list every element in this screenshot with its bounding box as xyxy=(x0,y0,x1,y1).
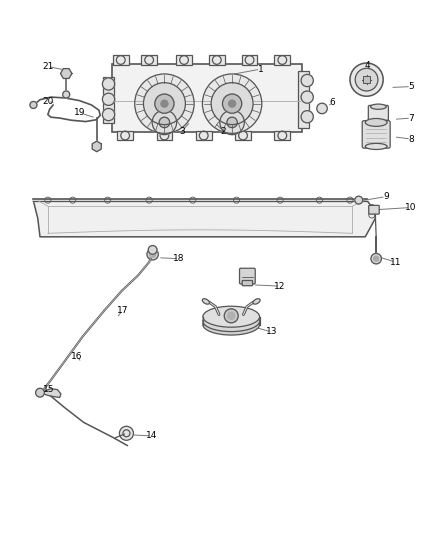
Polygon shape xyxy=(42,389,61,398)
Circle shape xyxy=(150,251,155,257)
Circle shape xyxy=(144,83,185,125)
Text: 20: 20 xyxy=(42,97,53,106)
Text: 4: 4 xyxy=(365,61,370,70)
Text: 8: 8 xyxy=(408,134,414,143)
Text: 1: 1 xyxy=(258,64,263,74)
Circle shape xyxy=(120,426,134,440)
Circle shape xyxy=(374,256,379,261)
Circle shape xyxy=(155,94,174,113)
FancyBboxPatch shape xyxy=(363,76,370,83)
Ellipse shape xyxy=(365,143,387,149)
Text: 17: 17 xyxy=(117,305,129,314)
Polygon shape xyxy=(60,69,72,78)
Circle shape xyxy=(202,74,262,133)
Text: 5: 5 xyxy=(408,82,414,91)
FancyBboxPatch shape xyxy=(235,131,251,140)
Text: 7: 7 xyxy=(408,114,414,123)
Circle shape xyxy=(35,389,44,397)
Ellipse shape xyxy=(365,118,387,126)
Text: 15: 15 xyxy=(43,385,54,394)
Text: 14: 14 xyxy=(146,431,157,440)
Circle shape xyxy=(161,100,168,107)
Ellipse shape xyxy=(371,104,386,109)
Circle shape xyxy=(371,253,381,264)
Text: 13: 13 xyxy=(265,327,277,336)
FancyBboxPatch shape xyxy=(156,131,172,140)
Circle shape xyxy=(301,75,313,87)
Text: 3: 3 xyxy=(179,127,185,136)
Text: 16: 16 xyxy=(71,351,83,360)
Ellipse shape xyxy=(203,306,260,327)
Circle shape xyxy=(102,108,115,120)
Circle shape xyxy=(301,91,313,103)
Text: 12: 12 xyxy=(275,281,286,290)
Circle shape xyxy=(220,110,244,135)
Circle shape xyxy=(350,63,383,96)
Circle shape xyxy=(228,312,235,319)
Circle shape xyxy=(355,196,363,204)
Text: 2: 2 xyxy=(221,127,226,136)
Text: 18: 18 xyxy=(173,254,184,263)
FancyBboxPatch shape xyxy=(240,268,255,284)
Text: 19: 19 xyxy=(74,108,86,117)
FancyBboxPatch shape xyxy=(368,106,389,120)
FancyBboxPatch shape xyxy=(298,71,309,128)
Text: 9: 9 xyxy=(383,192,389,201)
FancyBboxPatch shape xyxy=(112,64,302,132)
Polygon shape xyxy=(33,201,375,237)
FancyBboxPatch shape xyxy=(362,120,390,148)
Ellipse shape xyxy=(203,311,260,332)
Ellipse shape xyxy=(253,298,260,304)
FancyBboxPatch shape xyxy=(176,55,192,65)
Circle shape xyxy=(152,110,177,135)
Circle shape xyxy=(229,100,236,107)
Text: 6: 6 xyxy=(330,98,336,107)
Circle shape xyxy=(211,83,253,125)
Circle shape xyxy=(317,103,327,114)
Ellipse shape xyxy=(202,298,209,304)
Circle shape xyxy=(301,111,313,123)
Circle shape xyxy=(147,248,158,260)
FancyBboxPatch shape xyxy=(369,205,379,214)
Polygon shape xyxy=(33,199,367,201)
Text: 10: 10 xyxy=(404,203,416,212)
FancyBboxPatch shape xyxy=(275,55,290,65)
Circle shape xyxy=(135,74,194,133)
FancyBboxPatch shape xyxy=(141,55,157,65)
Ellipse shape xyxy=(203,314,260,335)
FancyBboxPatch shape xyxy=(242,55,258,65)
Polygon shape xyxy=(92,141,101,152)
Circle shape xyxy=(148,246,157,254)
Circle shape xyxy=(223,94,242,113)
Circle shape xyxy=(63,91,70,98)
FancyBboxPatch shape xyxy=(103,77,114,123)
FancyBboxPatch shape xyxy=(275,131,290,140)
FancyBboxPatch shape xyxy=(209,55,225,65)
FancyBboxPatch shape xyxy=(196,131,212,140)
Circle shape xyxy=(224,309,238,323)
FancyBboxPatch shape xyxy=(242,280,253,286)
FancyBboxPatch shape xyxy=(117,131,133,140)
Text: 21: 21 xyxy=(42,62,53,71)
Circle shape xyxy=(159,117,170,128)
Text: 11: 11 xyxy=(390,257,402,266)
Circle shape xyxy=(355,68,378,91)
Circle shape xyxy=(102,93,115,106)
Circle shape xyxy=(227,117,237,128)
Circle shape xyxy=(102,78,115,90)
Circle shape xyxy=(30,101,37,108)
FancyBboxPatch shape xyxy=(113,55,129,65)
